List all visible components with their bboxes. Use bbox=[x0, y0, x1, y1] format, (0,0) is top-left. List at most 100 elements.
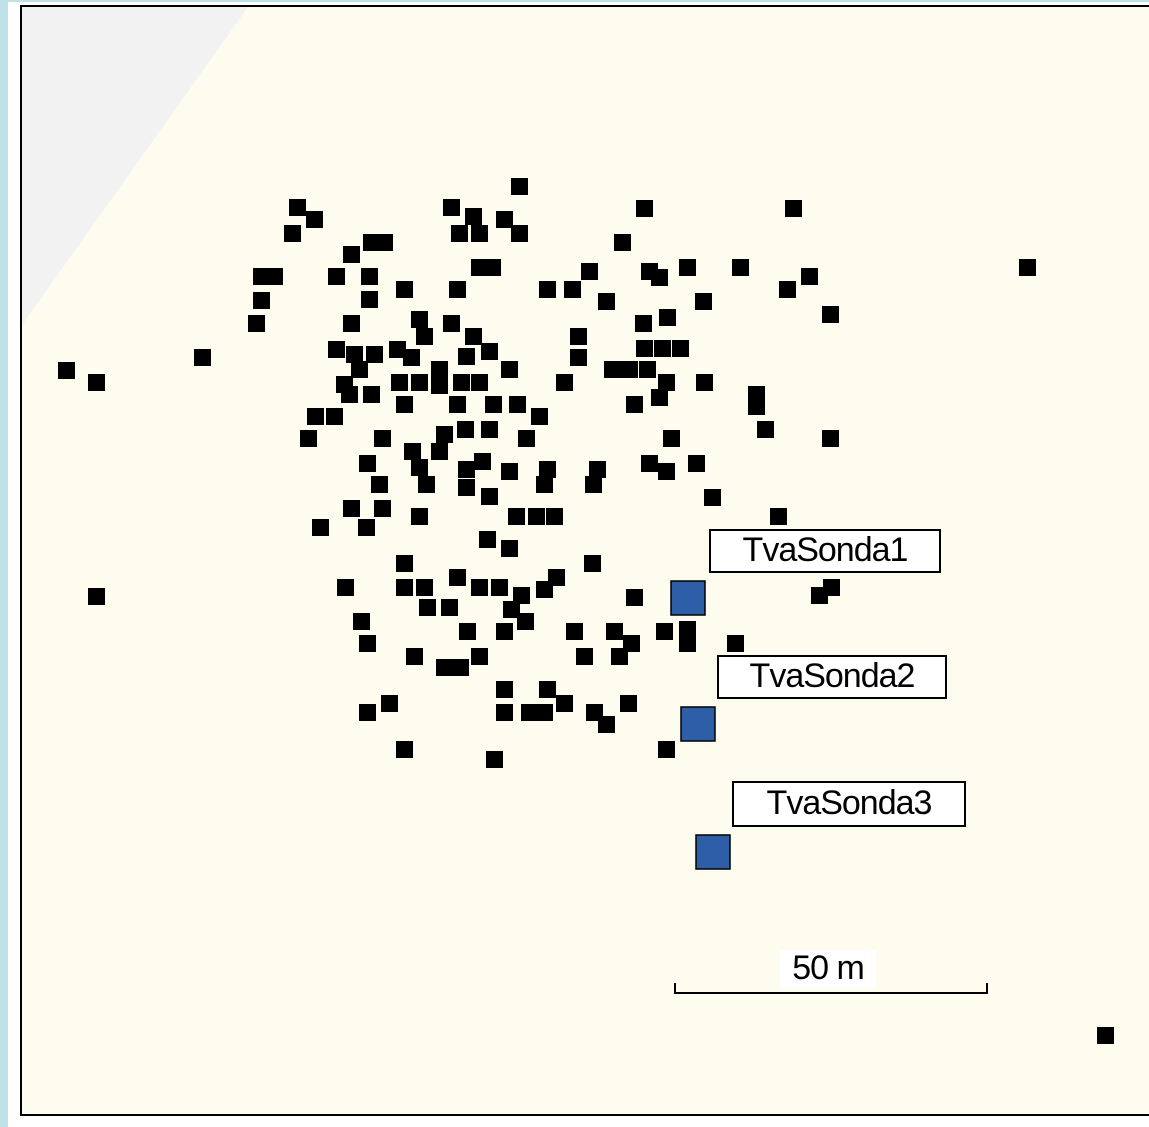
point bbox=[284, 225, 301, 242]
point bbox=[688, 455, 705, 472]
point bbox=[485, 396, 502, 413]
point bbox=[471, 225, 488, 242]
point bbox=[376, 234, 393, 251]
point bbox=[539, 681, 556, 698]
point bbox=[548, 569, 565, 586]
point bbox=[396, 396, 413, 413]
point bbox=[626, 589, 643, 606]
point bbox=[471, 259, 488, 276]
point bbox=[343, 246, 360, 263]
point bbox=[431, 377, 448, 394]
point bbox=[458, 348, 475, 365]
point bbox=[194, 349, 211, 366]
point bbox=[727, 635, 744, 652]
point bbox=[443, 199, 460, 216]
point bbox=[361, 268, 378, 285]
point bbox=[517, 613, 534, 630]
point bbox=[521, 704, 538, 721]
point bbox=[679, 621, 696, 638]
point bbox=[496, 704, 513, 721]
point bbox=[363, 386, 380, 403]
point bbox=[343, 315, 360, 332]
point bbox=[606, 623, 623, 640]
point bbox=[641, 455, 658, 472]
point bbox=[88, 588, 105, 605]
point bbox=[598, 293, 615, 310]
point bbox=[614, 234, 631, 251]
probe-marker bbox=[680, 706, 716, 742]
scale-label: 50 m bbox=[792, 949, 864, 987]
point bbox=[620, 695, 637, 712]
point bbox=[501, 463, 518, 480]
point bbox=[1019, 259, 1036, 276]
point bbox=[431, 443, 448, 460]
point bbox=[696, 374, 713, 391]
point bbox=[343, 500, 360, 517]
point bbox=[266, 268, 283, 285]
point bbox=[704, 489, 721, 506]
point bbox=[396, 741, 413, 758]
point bbox=[351, 361, 368, 378]
point bbox=[396, 555, 413, 572]
point bbox=[58, 362, 75, 379]
point bbox=[471, 648, 488, 665]
point bbox=[389, 341, 406, 358]
point bbox=[443, 315, 460, 332]
point bbox=[656, 623, 673, 640]
point bbox=[658, 374, 675, 391]
point bbox=[486, 751, 503, 768]
gray-area bbox=[22, 7, 248, 325]
point bbox=[404, 443, 421, 460]
point bbox=[328, 268, 345, 285]
point bbox=[658, 463, 675, 480]
point bbox=[416, 328, 433, 345]
point bbox=[748, 398, 765, 415]
point bbox=[518, 430, 535, 447]
point bbox=[419, 599, 436, 616]
point bbox=[604, 361, 621, 378]
point bbox=[411, 311, 428, 328]
point bbox=[88, 374, 105, 391]
point bbox=[337, 579, 354, 596]
point bbox=[253, 292, 270, 309]
point bbox=[623, 635, 640, 652]
point bbox=[416, 579, 433, 596]
point bbox=[391, 374, 408, 391]
point bbox=[481, 343, 498, 360]
point bbox=[374, 430, 391, 447]
point bbox=[359, 704, 376, 721]
point bbox=[822, 430, 839, 447]
point bbox=[449, 569, 466, 586]
point bbox=[501, 361, 518, 378]
probe: TvaSonda2 bbox=[680, 655, 947, 742]
point bbox=[822, 306, 839, 323]
point bbox=[289, 199, 306, 216]
point bbox=[570, 328, 587, 345]
point bbox=[556, 695, 573, 712]
scale-line bbox=[674, 983, 988, 994]
point bbox=[453, 374, 470, 391]
point bbox=[396, 281, 413, 298]
point bbox=[458, 479, 475, 496]
point bbox=[556, 374, 573, 391]
point bbox=[471, 579, 488, 596]
point bbox=[581, 263, 598, 280]
point bbox=[449, 396, 466, 413]
point bbox=[651, 389, 668, 406]
point bbox=[491, 579, 508, 596]
point bbox=[465, 328, 482, 345]
point bbox=[300, 430, 317, 447]
point bbox=[406, 648, 423, 665]
point bbox=[411, 508, 428, 525]
point bbox=[695, 293, 712, 310]
probe: TvaSonda1 bbox=[670, 529, 941, 616]
point bbox=[359, 635, 376, 652]
point bbox=[531, 408, 548, 425]
point bbox=[785, 200, 802, 217]
point bbox=[458, 461, 475, 478]
probe-label-box bbox=[709, 529, 941, 573]
points-layer bbox=[58, 178, 1114, 1044]
point bbox=[465, 208, 482, 225]
point bbox=[584, 555, 601, 572]
